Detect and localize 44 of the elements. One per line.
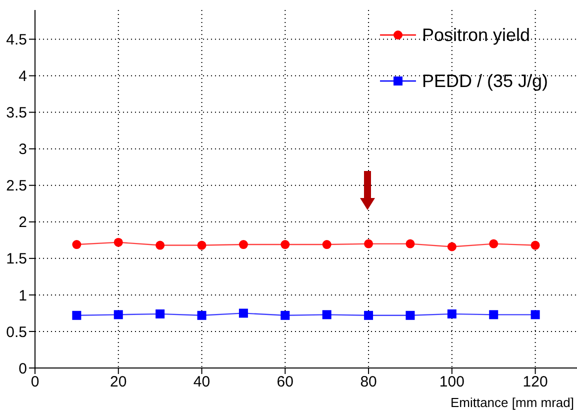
x-tick-label: 40 <box>193 374 210 391</box>
point <box>322 310 332 320</box>
point <box>406 310 415 320</box>
point <box>238 308 248 318</box>
point <box>72 310 82 320</box>
y-tick-label: 2.5 <box>6 178 27 195</box>
x-axis-title: Emittance [mm mrad] <box>450 395 574 410</box>
point <box>489 310 498 320</box>
x-tick-label: 80 <box>360 374 377 391</box>
point <box>322 240 332 250</box>
point <box>364 239 374 248</box>
legend-label: Positron yield <box>422 24 530 46</box>
point <box>114 238 123 247</box>
point <box>530 310 540 320</box>
x-tick-label: 0 <box>30 374 40 391</box>
legend-label: PEDD / (35 J/g) <box>422 70 548 92</box>
point <box>156 240 165 250</box>
y-tick-label: 3 <box>18 141 27 158</box>
y-tick-label: 4.5 <box>6 32 27 49</box>
point <box>406 239 415 248</box>
point <box>197 240 206 250</box>
point <box>530 240 540 250</box>
point <box>197 310 206 320</box>
point <box>489 239 498 248</box>
point <box>447 242 456 252</box>
y-tick-label: 1.5 <box>6 250 27 268</box>
point <box>280 240 290 250</box>
point <box>280 310 290 320</box>
x-tick-label: 20 <box>110 374 127 391</box>
point <box>447 309 456 318</box>
y-tick-label: 2 <box>18 214 27 232</box>
point <box>238 240 248 250</box>
point <box>156 309 165 318</box>
x-tick-label: 100 <box>439 374 464 391</box>
y-tick-label: 0 <box>18 360 27 378</box>
point <box>72 240 82 250</box>
point <box>114 310 123 320</box>
y-tick-label: 4 <box>18 68 27 86</box>
y-tick-label: 3.5 <box>6 104 27 122</box>
x-tick-label: 120 <box>522 374 548 391</box>
x-tick-label: 60 <box>276 374 294 391</box>
y-tick-label: 0.5 <box>6 324 27 341</box>
point <box>364 310 374 320</box>
y-tick-label: 1 <box>18 287 27 304</box>
